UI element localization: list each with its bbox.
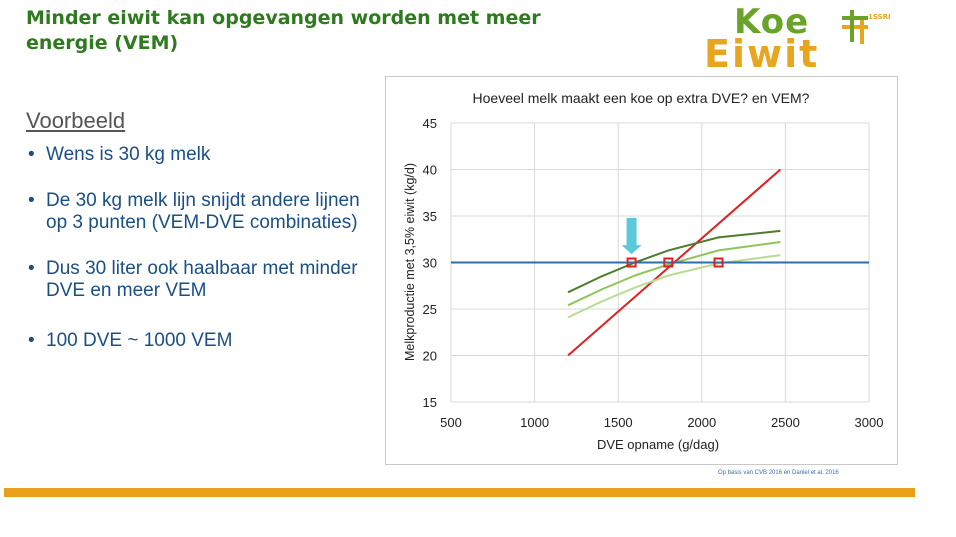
- y-tick-label: 45: [423, 116, 437, 131]
- y-tick-label: 35: [423, 209, 437, 224]
- bullet-item: Dus 30 liter ook haalbaar met minder DVE…: [28, 258, 378, 302]
- chart-title: Hoeveel melk maakt een koe op extra DVE?…: [473, 90, 810, 106]
- slide-title: Minder eiwit kan opgevangen worden met m…: [26, 7, 541, 54]
- source-note: Op basis van CVB 2016 en Daniel et al. 2…: [718, 470, 839, 476]
- x-tick-label: 2000: [687, 415, 716, 430]
- intersection-marker: [626, 257, 637, 268]
- chart-ticks: 15 20 25 30 35 40 45 500 1000 1500 2000 2500 3000: [423, 116, 884, 430]
- logo-mark-text: 1SSRE: [868, 13, 890, 21]
- intersection-marker: [713, 257, 724, 268]
- x-tick-label: 500: [440, 415, 462, 430]
- x-axis-label: DVE opname (g/dag): [597, 437, 719, 452]
- series-line-3: [567, 241, 781, 307]
- y-tick-label: 40: [423, 163, 437, 178]
- series-line-4: [567, 254, 781, 319]
- bullet-item: 100 DVE ~ 1000 VEM: [28, 330, 378, 352]
- logo-word-eiwit: Eiwit: [704, 32, 820, 76]
- y-tick-label: 15: [423, 395, 437, 410]
- x-tick-label: 1000: [520, 415, 549, 430]
- chart-panel: Hoeveel melk maakt een koe op extra DVE?…: [385, 76, 898, 465]
- logo-word-koe: Koe: [734, 2, 810, 42]
- intersection-marker: [663, 257, 674, 268]
- koe-eiwit-logo: Koe Eiwit 1SSRE: [700, 2, 900, 76]
- x-tick-label: 3000: [855, 415, 884, 430]
- down-arrow-icon: [621, 217, 642, 255]
- example-heading: Voorbeeld: [26, 108, 126, 133]
- chart-series: [451, 168, 869, 357]
- chart-markers: [621, 217, 724, 268]
- accent-bar: [4, 488, 915, 497]
- y-tick-label: 25: [423, 302, 437, 317]
- y-tick-label: 30: [423, 256, 437, 271]
- y-axis-label: Melkproductie met 3,5% eiwit (kg/d): [403, 163, 417, 361]
- series-line-2: [567, 229, 781, 294]
- logo-mark-icon: 1SSRE: [842, 10, 890, 44]
- bullet-list: Wens is 30 kg melk De 30 kg melk lijn sn…: [28, 140, 378, 352]
- x-tick-label: 1500: [604, 415, 633, 430]
- bullet-item: De 30 kg melk lijn snijdt andere lijnen …: [28, 190, 378, 234]
- milk-production-chart: Hoeveel melk maakt een koe op extra DVE?…: [403, 90, 884, 452]
- bullet-item: Wens is 30 kg melk: [28, 144, 378, 166]
- y-tick-label: 20: [423, 349, 437, 364]
- x-tick-label: 2500: [771, 415, 800, 430]
